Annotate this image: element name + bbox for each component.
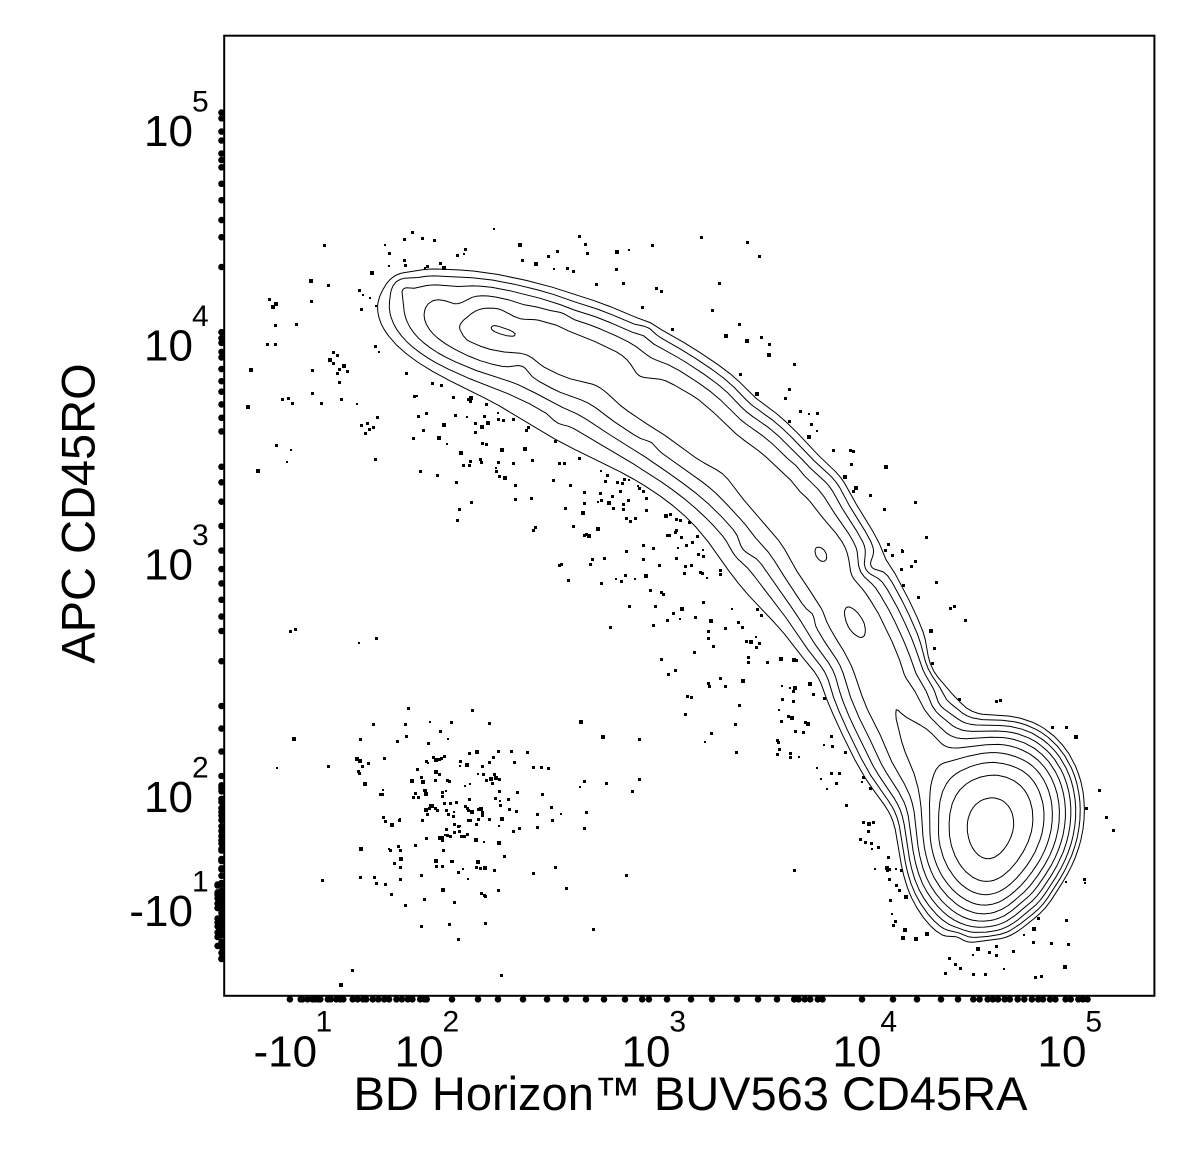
svg-text:3: 3: [669, 1006, 686, 1039]
svg-text:4: 4: [880, 1006, 897, 1039]
svg-text:10: 10: [144, 773, 193, 822]
svg-text:2: 2: [443, 1006, 460, 1039]
svg-text:APC CD45RO: APC CD45RO: [52, 363, 105, 663]
svg-text:1: 1: [192, 866, 209, 899]
svg-text:4: 4: [192, 300, 209, 333]
svg-text:-10: -10: [129, 887, 193, 936]
svg-text:10: 10: [144, 107, 193, 156]
svg-text:5: 5: [1085, 1006, 1102, 1039]
svg-text:1: 1: [316, 1006, 333, 1039]
svg-text:-10: -10: [254, 1028, 318, 1077]
svg-text:BD Horizon™ BUV563 CD45RA: BD Horizon™ BUV563 CD45RA: [354, 1067, 1029, 1120]
svg-text:5: 5: [192, 86, 209, 119]
svg-text:3: 3: [192, 519, 209, 552]
svg-text:10: 10: [395, 1028, 444, 1077]
svg-text:10: 10: [144, 541, 193, 590]
svg-text:10: 10: [833, 1028, 882, 1077]
svg-text:10: 10: [144, 322, 193, 371]
svg-text:2: 2: [192, 752, 209, 785]
svg-text:10: 10: [622, 1028, 671, 1077]
svg-text:10: 10: [1038, 1028, 1087, 1077]
